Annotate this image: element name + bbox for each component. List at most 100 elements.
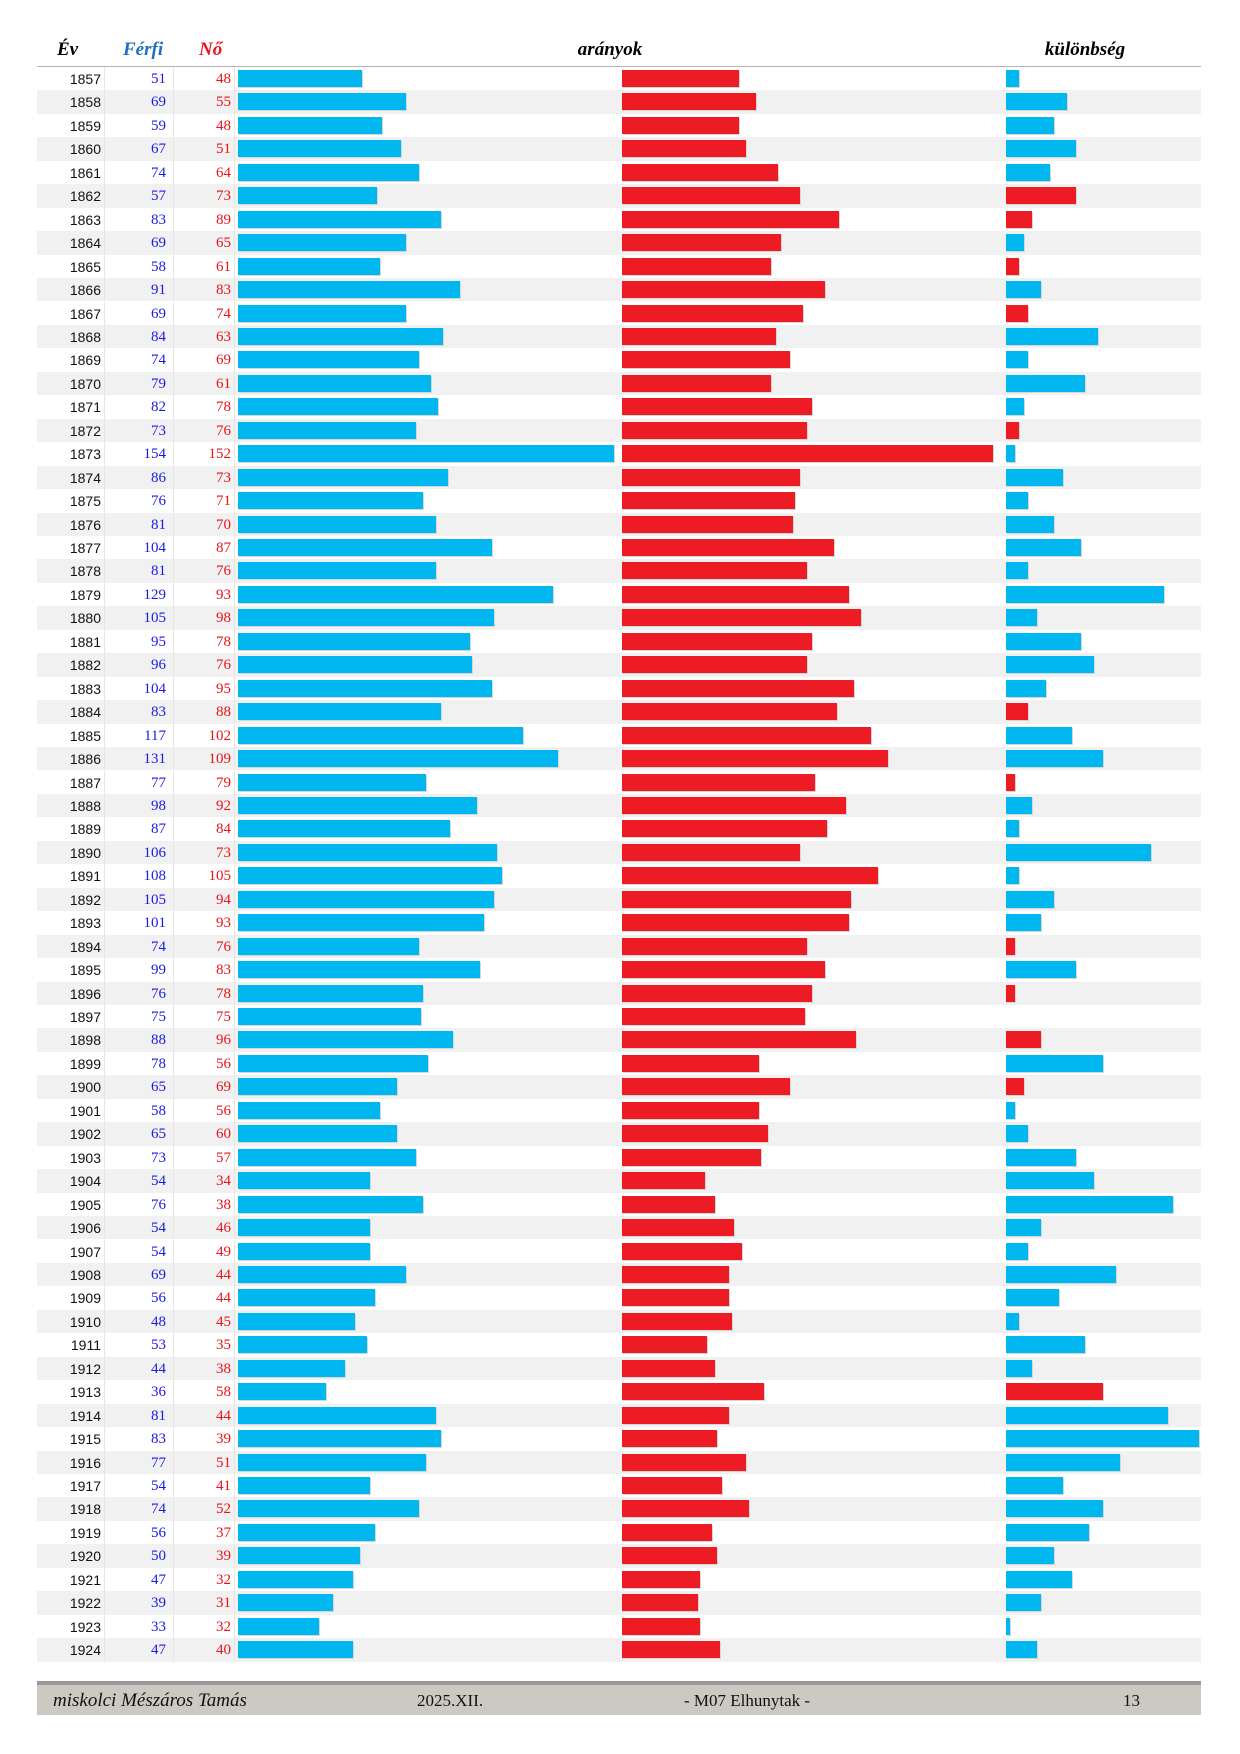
difference-bar-male xyxy=(1006,562,1028,580)
year-label: 1905 xyxy=(69,1196,101,1213)
male-value-label: 54 xyxy=(151,1243,166,1260)
column-divider xyxy=(173,536,174,560)
female-bar xyxy=(622,679,854,697)
column-divider xyxy=(234,700,235,724)
column-divider xyxy=(173,723,174,748)
male-value-label: 81 xyxy=(151,516,166,533)
column-divider xyxy=(104,371,105,396)
year-label: 1911 xyxy=(70,1337,101,1354)
male-bar xyxy=(238,820,451,838)
female-bar xyxy=(622,445,993,463)
column-divider xyxy=(234,278,235,302)
table-row: 1892 105 94 xyxy=(37,887,1201,912)
table-row: 1866 91 83 xyxy=(37,278,1201,302)
footer-title: - M07 Elhunytak - xyxy=(684,1691,811,1710)
column-divider xyxy=(234,1169,235,1193)
year-label: 1891 xyxy=(69,868,101,885)
female-value-label: 69 xyxy=(216,352,231,369)
year-label: 1896 xyxy=(69,985,101,1002)
table-row: 1857 51 48 xyxy=(37,67,1201,91)
table-row: 1919 56 37 xyxy=(37,1520,1201,1545)
female-value-label: 40 xyxy=(216,1642,231,1659)
male-value-label: 36 xyxy=(151,1384,166,1401)
female-bar xyxy=(622,398,813,416)
column-divider xyxy=(234,958,235,982)
column-divider xyxy=(173,981,174,1005)
year-label: 1883 xyxy=(69,680,101,697)
female-bar xyxy=(622,984,813,1002)
female-value-label: 71 xyxy=(216,493,231,510)
column-divider xyxy=(234,1380,235,1404)
table-row: 1872 73 76 xyxy=(37,418,1201,443)
column-divider xyxy=(173,1614,174,1639)
year-label: 1887 xyxy=(69,774,101,791)
column-divider xyxy=(104,653,105,677)
female-bar xyxy=(622,1594,698,1612)
table-row: 1918 74 52 xyxy=(37,1497,1201,1521)
column-divider xyxy=(173,512,174,536)
female-bar xyxy=(622,1172,705,1190)
column-divider xyxy=(234,1591,235,1615)
difference-bar-female xyxy=(1006,984,1015,1002)
female-value-label: 48 xyxy=(216,71,231,87)
column-divider xyxy=(104,559,105,583)
male-value-label: 129 xyxy=(143,586,167,603)
male-value-label: 54 xyxy=(151,1173,166,1190)
female-bar xyxy=(622,1477,723,1494)
table-row: 1880 105 98 xyxy=(37,606,1201,630)
female-bar xyxy=(622,187,801,205)
year-label: 1904 xyxy=(69,1173,101,1190)
table-row: 1900 65 69 xyxy=(37,1075,1201,1099)
column-divider xyxy=(173,1567,174,1592)
male-value-label: 67 xyxy=(151,141,166,158)
column-divider xyxy=(173,395,174,419)
male-value-label: 58 xyxy=(151,1102,166,1119)
male-bar xyxy=(238,1008,421,1025)
difference-bar-male xyxy=(1006,1125,1028,1143)
year-label: 1865 xyxy=(69,258,101,275)
female-value-label: 78 xyxy=(216,399,231,416)
female-value-label: 32 xyxy=(216,1618,231,1635)
column-divider xyxy=(173,1216,174,1240)
female-value-label: 44 xyxy=(216,1266,231,1283)
female-value-label: 69 xyxy=(216,1079,231,1096)
header-difference: különbség xyxy=(1044,39,1126,60)
female-value-label: 34 xyxy=(216,1173,231,1190)
difference-bar-male xyxy=(1006,1453,1121,1471)
male-bar xyxy=(238,1383,326,1401)
male-bar xyxy=(238,1617,319,1635)
column-divider xyxy=(104,418,105,443)
male-value-label: 81 xyxy=(151,563,166,580)
year-label: 1871 xyxy=(69,399,101,416)
column-divider xyxy=(173,653,174,677)
difference-bar-male xyxy=(1006,515,1055,533)
year-label: 1892 xyxy=(69,891,101,908)
column-divider xyxy=(234,1192,235,1217)
column-divider xyxy=(234,207,235,232)
female-bar xyxy=(622,914,849,932)
column-divider xyxy=(104,629,105,654)
male-value-label: 76 xyxy=(151,1196,166,1213)
column-divider xyxy=(234,1403,235,1428)
column-divider xyxy=(234,348,235,372)
female-value-label: 31 xyxy=(216,1595,231,1612)
table-row: 1893 101 93 xyxy=(37,911,1201,935)
column-divider xyxy=(234,629,235,654)
male-value-label: 56 xyxy=(151,1290,166,1307)
year-label: 1875 xyxy=(69,493,101,510)
column-divider xyxy=(234,559,235,583)
year-label: 1895 xyxy=(69,962,101,979)
female-bar xyxy=(622,257,771,275)
year-label: 1870 xyxy=(69,375,101,392)
column-divider xyxy=(173,934,174,959)
male-value-label: 69 xyxy=(151,305,166,322)
column-divider xyxy=(104,1239,105,1263)
female-value-label: 76 xyxy=(216,563,231,580)
female-bar xyxy=(622,1125,769,1143)
year-label: 1894 xyxy=(69,938,101,955)
column-divider xyxy=(173,442,174,466)
year-label: 1874 xyxy=(69,469,101,486)
year-label: 1886 xyxy=(69,751,101,768)
column-divider xyxy=(234,254,235,279)
header-ratios: arányok xyxy=(577,39,643,60)
